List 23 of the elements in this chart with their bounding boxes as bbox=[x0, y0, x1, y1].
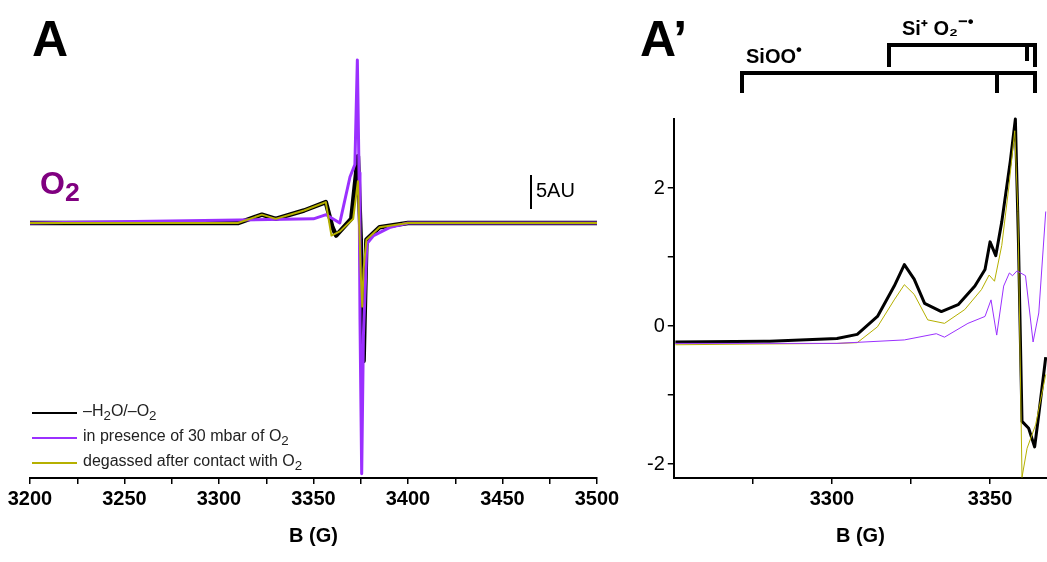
x-tick-label: 3450 bbox=[480, 486, 525, 509]
x-axis-title: B (G) bbox=[835, 523, 885, 546]
y-tick-label: 2 bbox=[653, 175, 665, 198]
y-tick-label: -2 bbox=[646, 451, 665, 474]
y-tick-label: 0 bbox=[653, 313, 665, 336]
x-tick-label: 3200 bbox=[7, 486, 53, 509]
chart-title: A bbox=[32, 10, 69, 68]
x-tick-label: 3250 bbox=[102, 486, 147, 509]
text: SiOO$^{•}$ bbox=[746, 40, 802, 68]
x-tick-label: 3350 bbox=[967, 486, 1013, 509]
annotation: 5AU bbox=[536, 179, 575, 202]
text: Si⁺ O₂$^{−•}$ bbox=[902, 12, 974, 41]
x-axis-title: B (G) bbox=[289, 523, 338, 546]
annotation: O$_{2}$ bbox=[40, 165, 80, 209]
legend-label: in presence of 30 mbar of O$_{2}$ bbox=[83, 426, 289, 449]
legend-label: –H$_{2}$O/–O$_{2}$ bbox=[83, 401, 157, 424]
chart-title: A’ bbox=[640, 10, 688, 68]
x-tick-label: 3400 bbox=[385, 486, 431, 509]
x-tick-label: 3300 bbox=[809, 486, 855, 509]
legend-label: degassed after contact with O$_{2}$ bbox=[83, 451, 303, 474]
x-tick-label: 3300 bbox=[196, 486, 242, 509]
x-tick-label: 3500 bbox=[574, 486, 620, 509]
x-tick-label: 3350 bbox=[291, 486, 336, 509]
